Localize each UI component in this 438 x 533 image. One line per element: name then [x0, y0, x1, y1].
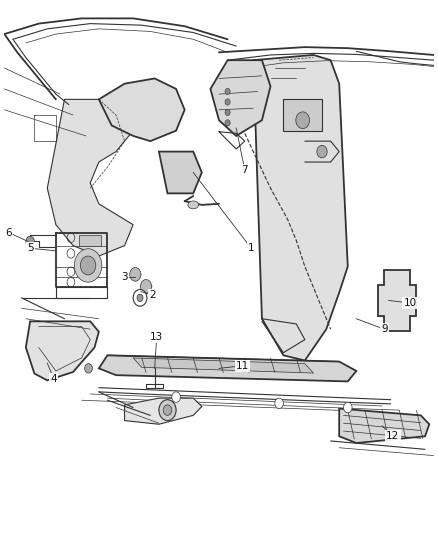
Text: 9: 9 — [381, 324, 388, 334]
Polygon shape — [99, 356, 357, 382]
Text: 7: 7 — [241, 165, 248, 175]
Text: 11: 11 — [236, 361, 249, 371]
Circle shape — [80, 256, 96, 275]
Circle shape — [225, 120, 230, 126]
Circle shape — [159, 400, 176, 421]
Polygon shape — [47, 99, 133, 256]
Polygon shape — [283, 99, 322, 131]
Circle shape — [133, 289, 147, 306]
Circle shape — [163, 405, 172, 415]
Text: 12: 12 — [386, 431, 399, 441]
Polygon shape — [99, 78, 185, 141]
Polygon shape — [133, 358, 314, 373]
Circle shape — [225, 109, 230, 116]
Polygon shape — [26, 321, 99, 381]
Circle shape — [130, 268, 141, 281]
Circle shape — [317, 146, 327, 158]
Text: 6: 6 — [5, 228, 12, 238]
FancyBboxPatch shape — [79, 235, 101, 246]
Circle shape — [172, 392, 180, 402]
Polygon shape — [378, 270, 417, 331]
Circle shape — [141, 279, 152, 293]
Text: 10: 10 — [403, 298, 417, 308]
Text: 3: 3 — [121, 272, 128, 282]
Text: 13: 13 — [150, 332, 163, 342]
Ellipse shape — [188, 201, 198, 209]
Text: 1: 1 — [248, 243, 254, 253]
Polygon shape — [253, 55, 348, 360]
Circle shape — [225, 88, 230, 95]
Polygon shape — [210, 60, 271, 136]
Text: 4: 4 — [50, 374, 57, 384]
Polygon shape — [339, 409, 429, 443]
Circle shape — [296, 112, 310, 128]
Polygon shape — [159, 151, 202, 193]
Circle shape — [343, 402, 352, 413]
Circle shape — [225, 99, 230, 105]
Circle shape — [74, 249, 102, 282]
Circle shape — [85, 364, 92, 373]
Text: 5: 5 — [27, 243, 33, 253]
Circle shape — [275, 398, 283, 409]
Circle shape — [26, 236, 35, 247]
Circle shape — [137, 294, 143, 302]
Text: 2: 2 — [149, 290, 156, 300]
Polygon shape — [124, 398, 202, 424]
